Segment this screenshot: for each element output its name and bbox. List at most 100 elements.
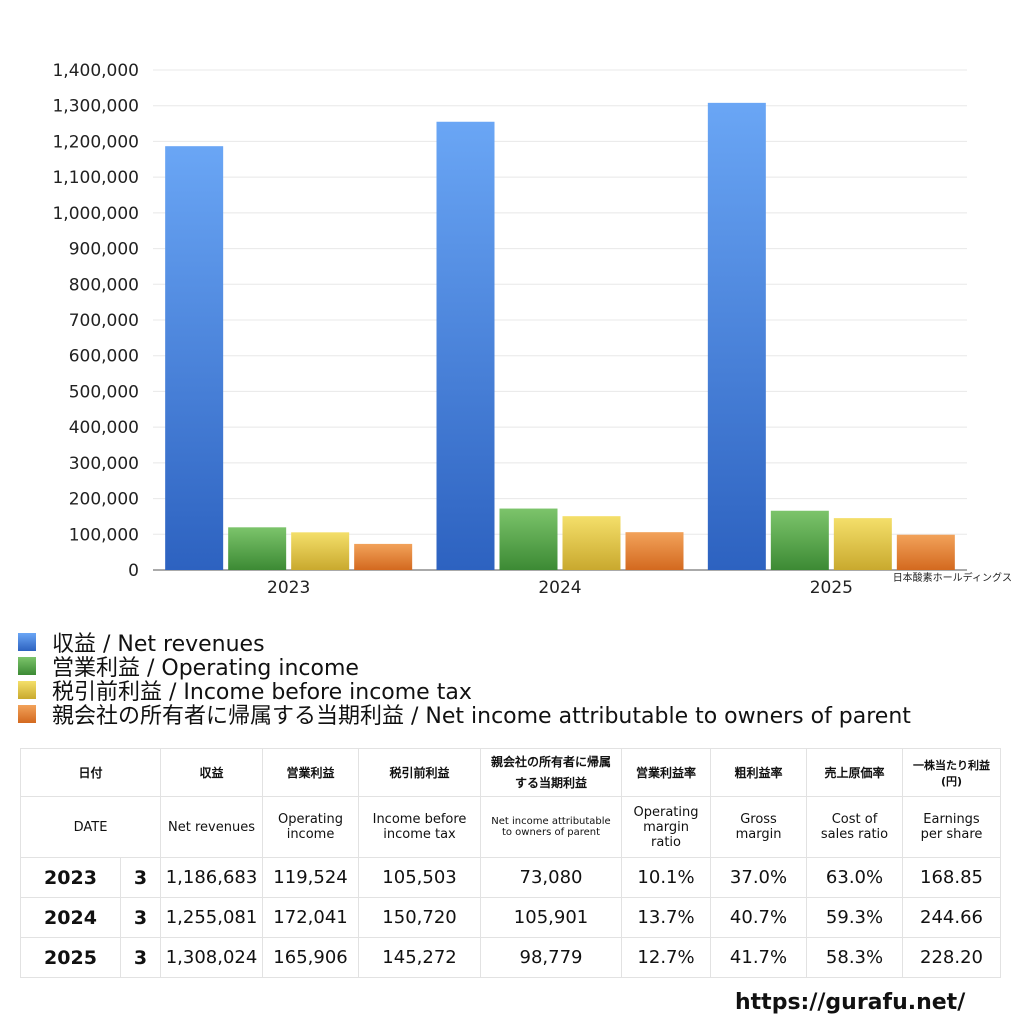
legend-swatch-revenues — [18, 633, 36, 651]
cell-net: 73,080 — [480, 857, 623, 898]
bar-2025-series-3 — [896, 534, 955, 570]
bar-2023-series-0 — [165, 146, 224, 571]
header-pretax-jp: 税引前利益 — [358, 748, 482, 797]
legend-item-operating-income: 営業利益 / Operating income — [18, 654, 1018, 681]
header-date-en: DATE — [19, 796, 162, 858]
y-tick-label: 1,400,000 — [52, 61, 139, 81]
header-revenues-jp: 収益 — [160, 748, 264, 797]
y-axis-ticks: 0 100,000 200,000 300,000 400,000 500,000 600,… — [52, 61, 139, 581]
table-row: 2025 3 1,308,024 165,906 145,272 98,779 … — [20, 937, 1002, 978]
chart-grid — [153, 69, 967, 571]
header-pretax-en: Income before income tax — [358, 796, 482, 858]
table-row: 2023 3 1,186,683 119,524 105,503 73,080 … — [20, 857, 1002, 898]
y-tick-label: 100,000 — [69, 525, 139, 545]
bar-2023-series-2 — [291, 532, 350, 570]
header-net-jp: 親会社の所有者に帰属する当期利益 — [480, 748, 623, 797]
cell-eps: 228.20 — [902, 937, 1002, 978]
cell-operating: 119,524 — [262, 857, 360, 898]
y-tick-label: 0 — [128, 561, 139, 581]
company-name: 日本酸素ホールディングス — [893, 571, 1012, 584]
x-tick-label: 2023 — [267, 578, 310, 598]
cell-revenues: 1,255,081 — [160, 897, 264, 938]
header-operating-en: Operating income — [262, 796, 360, 858]
cell-cost: 58.3% — [806, 937, 904, 978]
cell-gross: 41.7% — [710, 937, 808, 978]
cell-net: 105,901 — [480, 897, 623, 938]
bar-2025-series-2 — [833, 518, 892, 570]
bar-2023-series-1 — [228, 527, 287, 570]
cell-year: 2025 — [20, 937, 121, 978]
cell-pretax: 145,272 — [358, 937, 482, 978]
chart-bars — [165, 102, 955, 571]
legend-swatch-net-income — [18, 705, 36, 723]
bar-2024-series-2 — [562, 516, 621, 570]
cell-op-margin: 13.7% — [621, 897, 712, 938]
cell-eps: 244.66 — [902, 897, 1002, 938]
y-tick-label: 900,000 — [69, 240, 139, 260]
legend-item-pretax-income: 税引前利益 / Income before income tax — [18, 678, 1018, 705]
legend-swatch-pretax-income — [18, 681, 36, 699]
cell-operating: 165,906 — [262, 937, 360, 978]
cell-eps: 168.85 — [902, 857, 1002, 898]
header-gross-en: Gross margin — [710, 796, 808, 858]
legend-label: 収益 / Net revenues — [52, 632, 265, 657]
site-url[interactable]: https://gurafu.net/ — [735, 990, 966, 1015]
legend-label: 親会社の所有者に帰属する当期利益 / Net income attributab… — [52, 704, 911, 729]
y-tick-label: 500,000 — [69, 382, 139, 402]
cell-gross: 40.7% — [710, 897, 808, 938]
bar-2023-series-3 — [354, 543, 413, 570]
y-tick-label: 1,300,000 — [52, 97, 139, 117]
bar-2024-series-1 — [499, 508, 558, 570]
legend-label: 税引前利益 / Income before income tax — [52, 680, 472, 705]
header-op-margin-jp: 営業利益率 — [621, 748, 712, 797]
cell-net: 98,779 — [480, 937, 623, 978]
header-net-en: Net income attributable to owners of par… — [480, 796, 623, 858]
x-axis-ticks: 2023 2024 2025 — [267, 578, 853, 598]
cell-op-margin: 12.7% — [621, 937, 712, 978]
y-tick-label: 1,200,000 — [52, 132, 139, 152]
bar-2025-series-1 — [770, 510, 829, 570]
cell-revenues: 1,186,683 — [160, 857, 264, 898]
cell-year: 2023 — [20, 857, 121, 898]
header-operating-jp: 営業利益 — [262, 748, 360, 797]
cell-year: 2024 — [20, 897, 121, 938]
legend-label: 営業利益 / Operating income — [52, 656, 359, 681]
table-header-en: DATE Net revenues Operating income Incom… — [19, 796, 1002, 858]
bar-2025-series-0 — [707, 102, 766, 570]
y-tick-label: 600,000 — [69, 347, 139, 367]
legend-item-revenues: 収益 / Net revenues — [18, 630, 1018, 657]
header-eps-en: Earnings per share — [902, 796, 1002, 858]
cell-operating: 172,041 — [262, 897, 360, 938]
cell-month: 3 — [119, 897, 162, 938]
cell-revenues: 1,308,024 — [160, 937, 264, 978]
bar-chart: 0 100,000 200,000 300,000 400,000 500,000 600,… — [52, 61, 1012, 598]
legend-swatch-operating-income — [18, 657, 36, 675]
legend-item-net-income: 親会社の所有者に帰属する当期利益 / Net income attributab… — [18, 702, 1018, 729]
cell-cost: 63.0% — [806, 857, 904, 898]
header-revenues-en: Net revenues — [160, 796, 264, 858]
cell-op-margin: 10.1% — [621, 857, 712, 898]
financial-table: 日付 収益 営業利益 税引前利益 親会社の所有者に帰属する当期利益 営業利益率 … — [19, 748, 1002, 978]
cell-gross: 37.0% — [710, 857, 808, 898]
cell-cost: 59.3% — [806, 897, 904, 938]
header-eps-jp: 一株当たり利益(円) — [902, 748, 1002, 797]
y-tick-label: 800,000 — [69, 275, 139, 295]
cell-pretax: 105,503 — [358, 857, 482, 898]
header-op-margin-en: Operating margin ratio — [621, 796, 712, 858]
y-tick-label: 1,000,000 — [52, 204, 139, 224]
cell-month: 3 — [119, 937, 162, 978]
header-cost-jp: 売上原価率 — [806, 748, 904, 797]
header-date-jp: 日付 — [19, 748, 162, 797]
chart-legend: 収益 / Net revenues 営業利益 / Operating incom… — [18, 630, 1018, 729]
y-tick-label: 700,000 — [69, 311, 139, 331]
bar-2024-series-3 — [625, 532, 684, 570]
header-cost-en: Cost of sales ratio — [806, 796, 904, 858]
header-gross-jp: 粗利益率 — [710, 748, 808, 797]
table-header-jp: 日付 収益 営業利益 税引前利益 親会社の所有者に帰属する当期利益 営業利益率 … — [19, 748, 1002, 797]
x-tick-label: 2024 — [538, 578, 581, 598]
cell-pretax: 150,720 — [358, 897, 482, 938]
y-tick-label: 400,000 — [69, 418, 139, 438]
x-tick-label: 2025 — [810, 578, 853, 598]
table-row: 2024 3 1,255,081 172,041 150,720 105,901… — [20, 897, 1002, 938]
y-tick-label: 300,000 — [69, 454, 139, 474]
